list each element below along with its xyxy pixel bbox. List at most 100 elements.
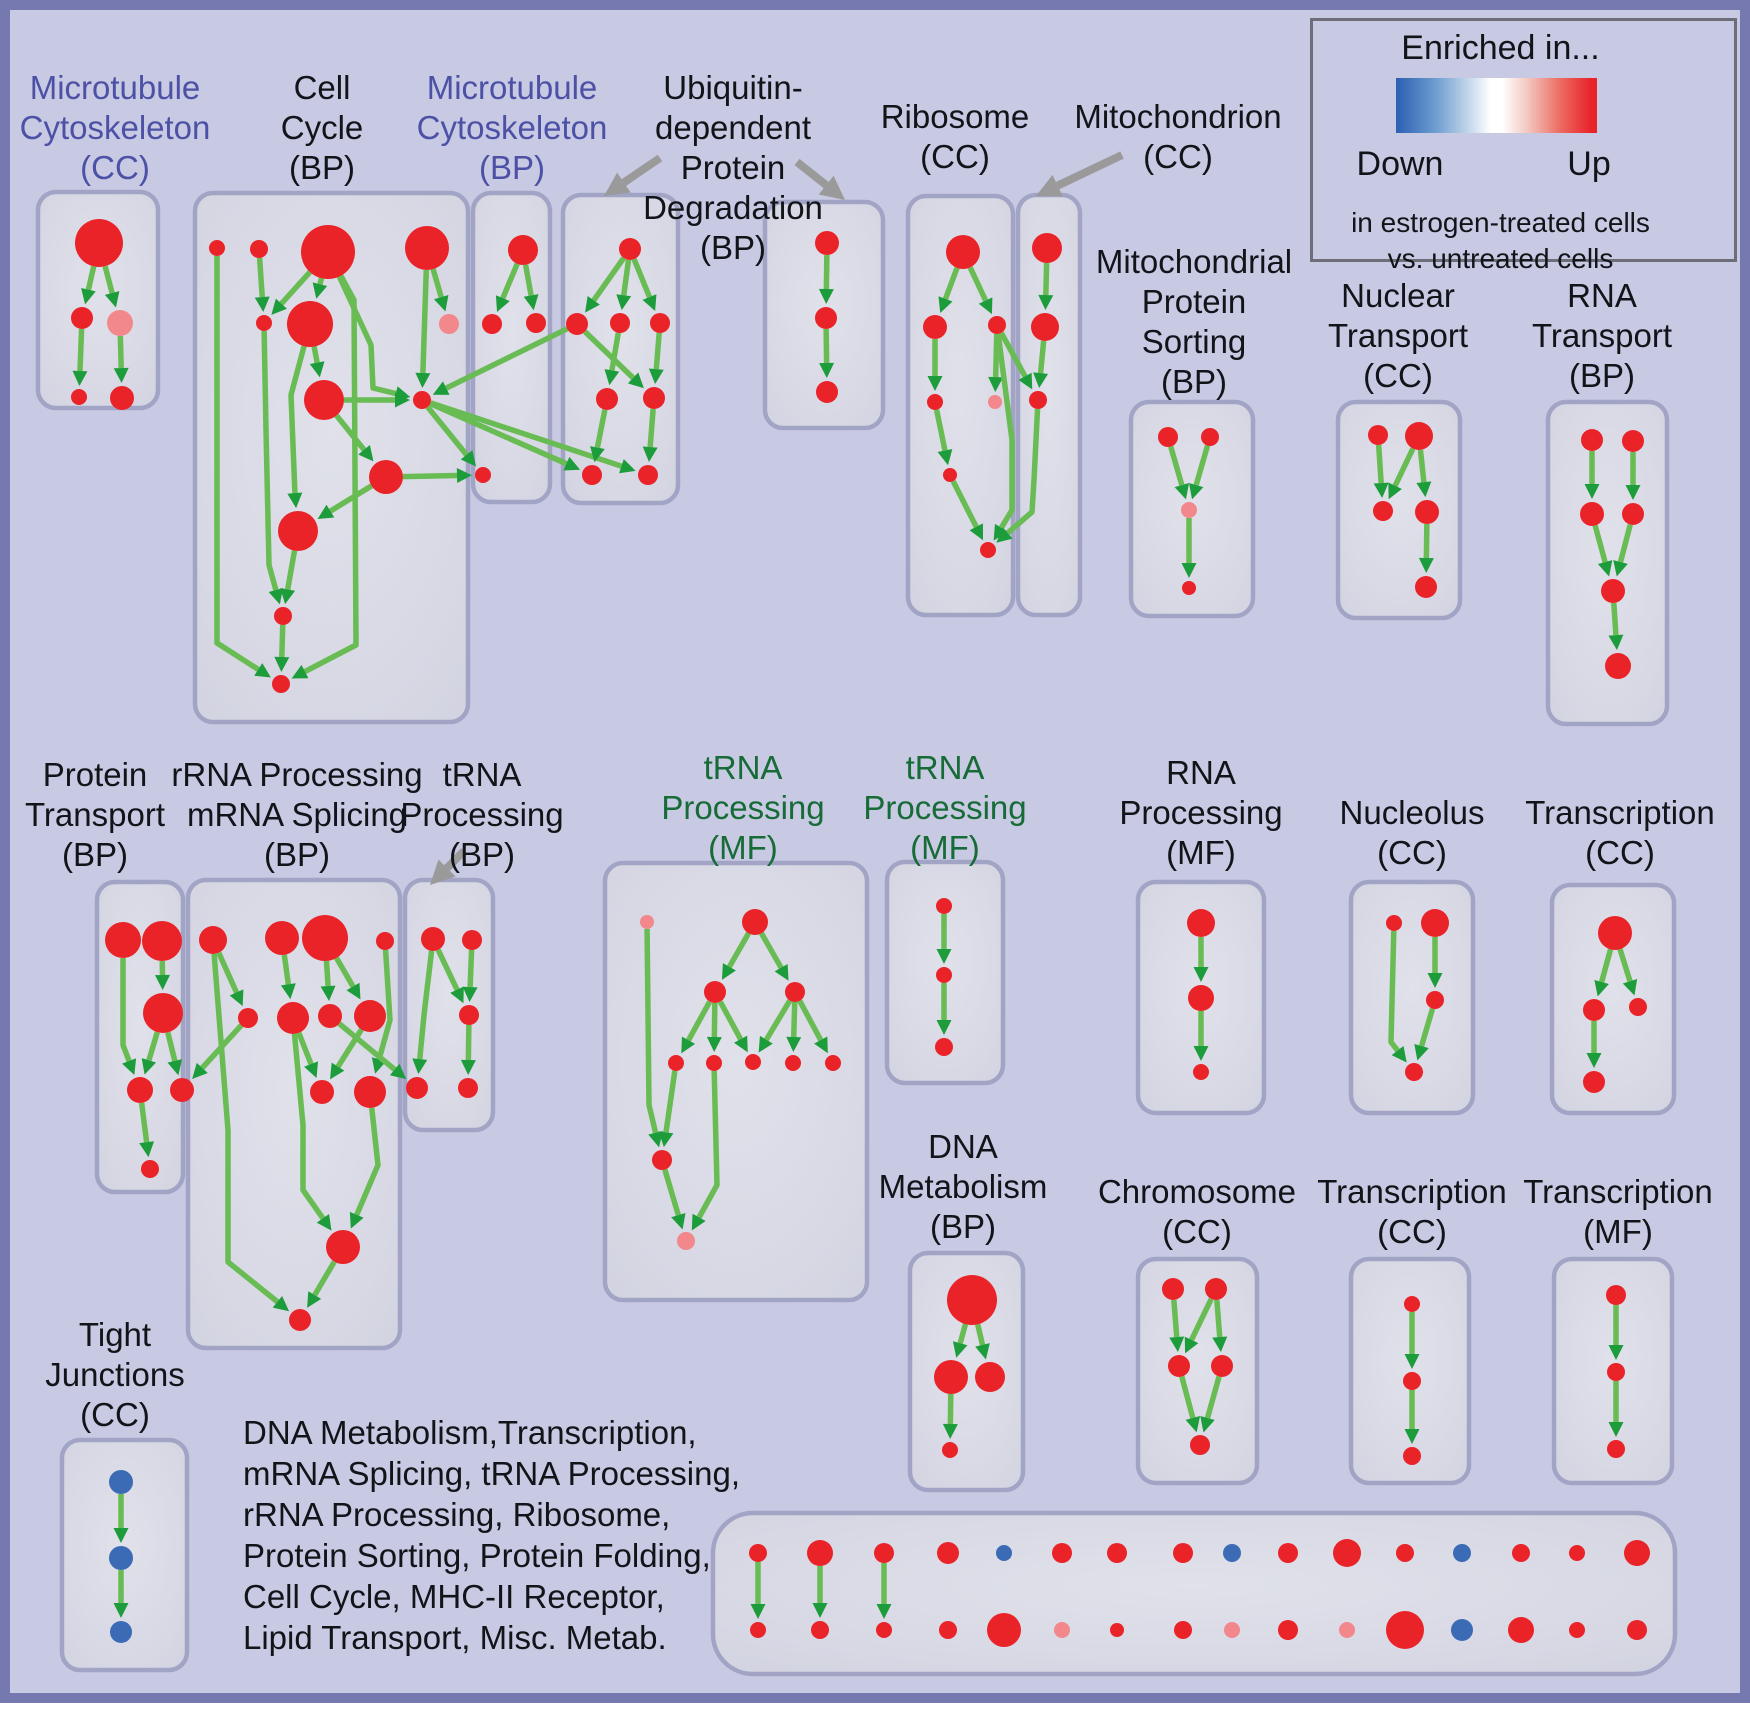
matrix-node <box>1512 1544 1530 1562</box>
go-term-node <box>946 235 980 269</box>
edge-arrow <box>812 1566 828 1618</box>
go-term-node <box>1181 502 1197 518</box>
edge-arrow <box>1193 937 1209 982</box>
edge-arrow <box>337 1021 407 1080</box>
go-term-node <box>643 387 665 409</box>
go-term-node <box>475 467 491 483</box>
edge-arrow <box>585 256 626 313</box>
edge-arrow <box>254 257 270 313</box>
go-term-node <box>110 1621 132 1643</box>
go-term-node <box>310 1080 334 1104</box>
go-term-node <box>462 930 482 950</box>
go-term-node <box>596 388 618 410</box>
edge-arrow <box>271 270 312 315</box>
edge-arrow <box>1608 602 1624 651</box>
go-term-node <box>1598 916 1632 950</box>
go-term-node <box>935 1038 953 1056</box>
matrix-node <box>1339 1622 1355 1638</box>
edge-arrow <box>1169 1299 1185 1353</box>
go-term-node <box>354 1000 386 1032</box>
go-term-node <box>250 240 268 258</box>
go-term-node <box>1193 1064 1209 1080</box>
go-term-node <box>1158 427 1178 447</box>
edge-arrow <box>1608 1381 1624 1437</box>
go-term-node <box>405 226 449 270</box>
go-term-node <box>1032 233 1062 263</box>
edge-arrow <box>975 1323 990 1360</box>
matrix-node <box>1333 1539 1361 1567</box>
go-term-node <box>1368 425 1388 445</box>
edge-arrow <box>942 1393 958 1440</box>
go-term-node <box>825 1055 841 1071</box>
cluster-label-transcription-cc-upper: Transcription (CC) <box>1525 794 1715 871</box>
cluster-label-mitochondrial-protein-sorting-bp: Mitochondrial Protein Sorting (BP) <box>1095 243 1293 400</box>
edge-arrow <box>287 345 307 509</box>
cluster-label-transcription-cc-lower: Transcription (CC) <box>1317 1173 1507 1250</box>
matrix-node <box>1224 1622 1240 1638</box>
edge-arrow <box>1188 444 1211 500</box>
cluster-label-rna-processing-mf: RNA Processing (MF) <box>1119 754 1283 871</box>
go-term-node <box>566 313 588 335</box>
go-term-node <box>142 921 182 961</box>
edge-arrow <box>717 1000 748 1053</box>
edge-arrow <box>291 1033 332 1231</box>
edge-arrow <box>432 326 569 395</box>
go-term-node <box>936 898 952 914</box>
go-term-node <box>1405 1063 1423 1081</box>
go-term-node <box>482 314 502 334</box>
edge-arrow <box>138 1102 155 1158</box>
edge-arrow <box>216 951 244 1007</box>
go-term-node <box>1622 503 1644 525</box>
legend-caption-line1: in estrogen-treated cells <box>1351 207 1650 238</box>
cluster-label-ubiquitin-dependent-protein-degradation-bp: Ubiquitin- dependent Protein Degradation… <box>643 69 823 266</box>
edge-arrow <box>1404 1390 1420 1444</box>
edge-arrow <box>604 332 622 386</box>
legend-up-label: Up <box>1567 145 1611 183</box>
edge-arrow <box>1416 449 1432 498</box>
edge-arrow <box>113 335 129 384</box>
go-term-node <box>1190 1435 1210 1455</box>
go-term-node <box>1188 985 1214 1011</box>
go-term-node <box>109 1546 133 1570</box>
go-term-node <box>816 381 838 403</box>
matrix-node <box>1278 1543 1298 1563</box>
go-term-node <box>610 313 630 333</box>
edge-arrow <box>81 265 97 305</box>
edge-arrow <box>998 331 1033 390</box>
matrix-node <box>749 1544 767 1562</box>
edge-arrow <box>334 956 361 1000</box>
edge-arrow <box>296 1031 319 1079</box>
edge-arrow <box>750 1562 766 1619</box>
go-term-node <box>369 460 403 494</box>
cluster-label-nuclear-transport-cc: Nuclear Transport (CC) <box>1328 277 1468 394</box>
go-term-node <box>934 1360 968 1394</box>
edge-arrow <box>274 624 290 673</box>
cluster-label-ribosome-cc: Ribosome (CC) <box>880 98 1030 175</box>
go-term-node <box>143 993 183 1033</box>
edge-arrow <box>334 413 374 462</box>
edge-arrow <box>819 328 835 379</box>
edge-arrow <box>344 392 410 408</box>
go-term-node <box>923 315 947 339</box>
cluster-label-transcription-mf: Transcription (MF) <box>1523 1173 1713 1250</box>
matrix-node <box>1223 1544 1241 1562</box>
edge-arrow <box>1200 1375 1222 1433</box>
matrix-node <box>1278 1620 1298 1640</box>
edge-arrow <box>280 954 296 1000</box>
edge-arrow <box>786 1001 802 1053</box>
cluster-box-transcription-cc-upper <box>1549 882 1677 1116</box>
go-term-node <box>1386 915 1402 931</box>
edge-arrow <box>154 960 170 991</box>
edge-arrow <box>644 928 663 1148</box>
go-term-node <box>942 1442 958 1458</box>
cluster-box-nucleolus <box>1348 879 1476 1116</box>
legend: Enriched in... Down Up in estrogen-treat… <box>1310 18 1737 274</box>
matrix-node <box>939 1621 957 1639</box>
edge-arrow <box>1613 523 1633 577</box>
edge-arrow <box>415 269 431 389</box>
go-term-node <box>1211 1355 1233 1377</box>
go-term-node <box>1162 1278 1184 1300</box>
edge-arrow <box>435 948 464 1004</box>
edge-arrow <box>141 1031 160 1075</box>
cluster-label-nucleolus-cc: Nucleolus (CC) <box>1339 794 1485 871</box>
